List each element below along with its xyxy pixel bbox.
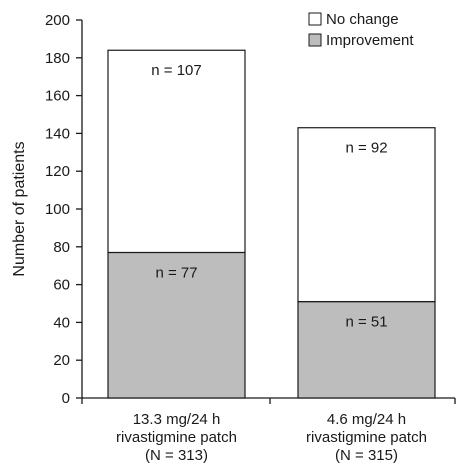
data-label: n = 77 (155, 264, 197, 281)
data-label: n = 107 (151, 62, 201, 79)
x-category-label: (N = 315) (335, 447, 398, 464)
y-tick-label: 0 (62, 390, 70, 407)
y-ticks: 0 20 40 60 80 100 120 140 160 180 200 (45, 12, 82, 407)
x-category-label: rivastigmine patch (306, 429, 427, 446)
y-tick-label: 80 (53, 239, 70, 256)
y-tick-label: 120 (45, 163, 70, 180)
x-category-label: 13.3 mg/24 h (133, 411, 221, 428)
y-tick-label: 180 (45, 50, 70, 67)
x-category-label: rivastigmine patch (116, 429, 237, 446)
data-label: n = 51 (345, 314, 387, 331)
y-axis-title: Number of patients (11, 141, 28, 276)
bar-segment-no-change (107, 49, 246, 254)
legend-label: No change (326, 11, 399, 28)
bars: n = 77 n = 107 n = 51 n = 92 (107, 49, 436, 399)
bar-segment-no-change (297, 127, 436, 303)
bar-segment-improvement (297, 301, 436, 399)
bar-segment-improvement (107, 251, 246, 399)
y-tick-label: 100 (45, 201, 70, 218)
y-tick-label: 160 (45, 88, 70, 105)
y-tick-label: 20 (53, 352, 70, 369)
y-tick-label: 140 (45, 125, 70, 142)
legend-swatch (308, 12, 322, 26)
x-category-label: (N = 313) (145, 447, 208, 464)
y-tick-label: 60 (53, 277, 70, 294)
x-category-label: 4.6 mg/24 h (327, 411, 406, 428)
legend-swatch (308, 33, 322, 47)
y-tick-label: 40 (53, 314, 70, 331)
legend-label: Improvement (326, 32, 414, 49)
legend: No change Improvement (308, 11, 414, 49)
y-tick-label: 200 (45, 12, 70, 29)
data-label: n = 92 (345, 140, 387, 157)
